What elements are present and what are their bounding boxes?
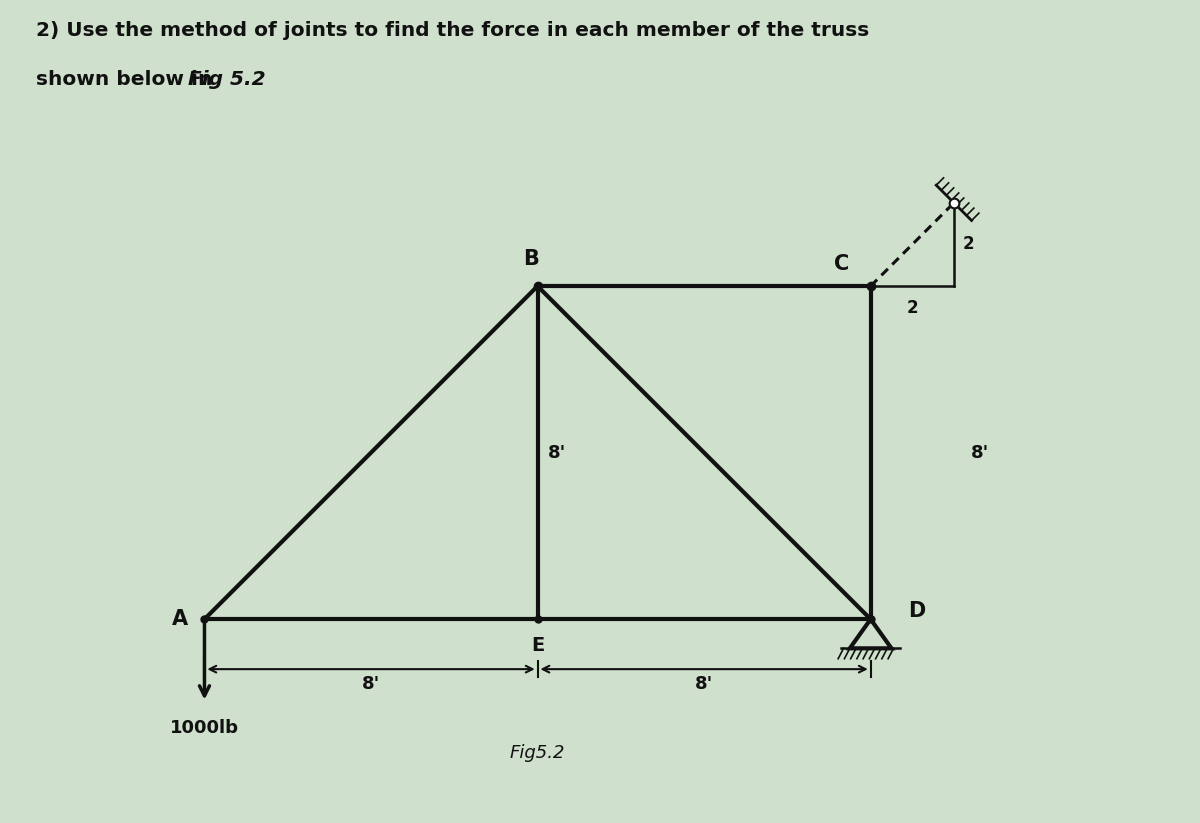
Text: B: B — [523, 249, 539, 269]
Text: D: D — [908, 601, 925, 621]
Text: 8': 8' — [971, 444, 989, 462]
Text: 2) Use the method of joints to find the force in each member of the truss: 2) Use the method of joints to find the … — [36, 21, 869, 40]
Text: 1000lb: 1000lb — [170, 719, 239, 737]
Text: E: E — [530, 636, 544, 655]
Text: Fig5.2: Fig5.2 — [510, 744, 565, 762]
Text: 8': 8' — [548, 444, 566, 462]
Text: 8': 8' — [362, 676, 380, 694]
Text: 2: 2 — [962, 235, 974, 253]
Text: 2: 2 — [906, 299, 918, 317]
Text: Fig 5.2: Fig 5.2 — [188, 70, 266, 89]
Text: shown below in: shown below in — [36, 70, 220, 89]
Text: C: C — [834, 253, 850, 273]
Text: A: A — [172, 609, 188, 630]
Text: 8': 8' — [695, 676, 713, 694]
